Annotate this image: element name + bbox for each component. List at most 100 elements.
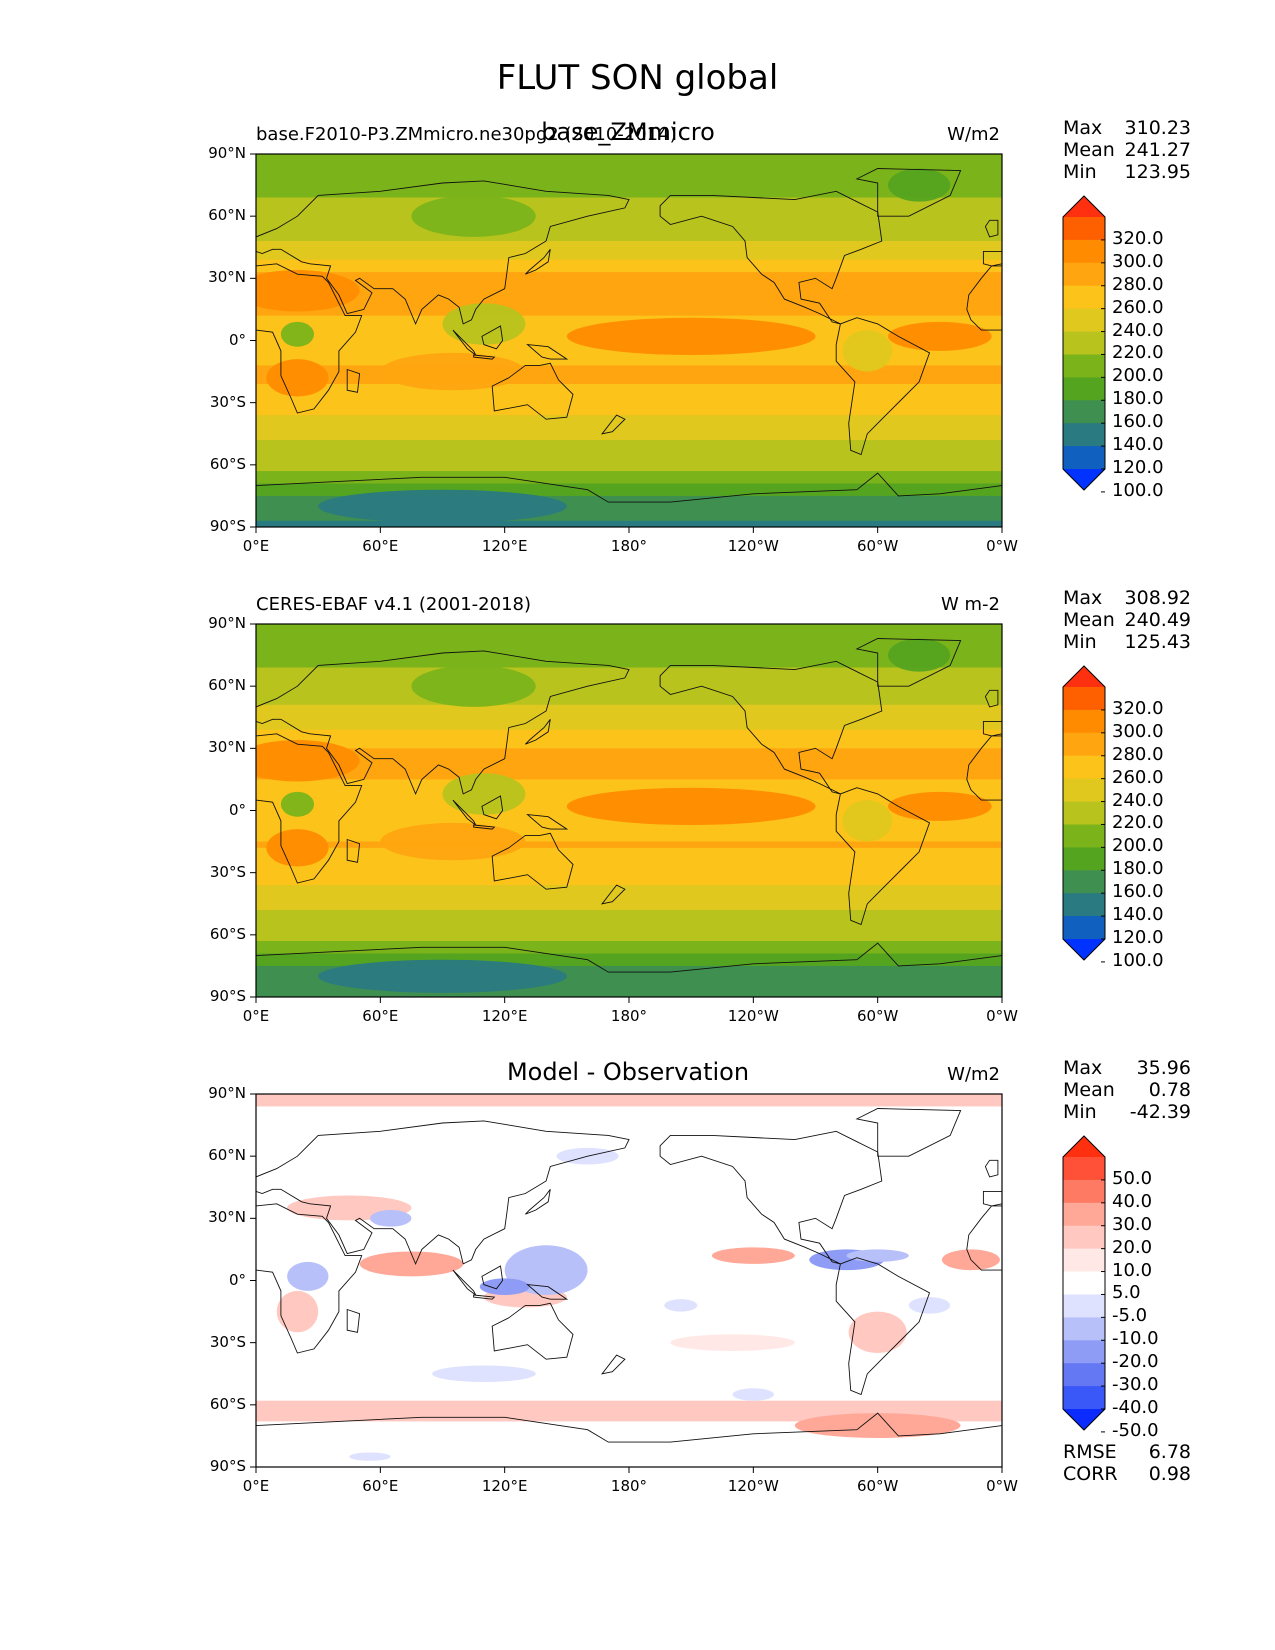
x-tick-label: 60°E — [362, 1007, 399, 1025]
field-feature — [280, 321, 315, 347]
colorbar-extend-min — [1063, 939, 1105, 960]
field-band — [256, 377, 1002, 385]
field-band — [256, 916, 1002, 924]
field-feature — [566, 317, 816, 356]
colorbar-segment — [1063, 1179, 1105, 1204]
field-band — [256, 630, 1002, 638]
field-band — [256, 203, 1002, 211]
field-band — [256, 297, 1002, 304]
coastline — [525, 1189, 551, 1215]
field-band — [256, 680, 1002, 687]
colorbar-tick-label: -20.0 — [1112, 1351, 1159, 1373]
field-band — [256, 891, 1002, 899]
colorbar-tick-label: 300.0 — [1112, 720, 1164, 742]
field-band — [256, 446, 1002, 454]
colorbar-segment — [1063, 893, 1105, 917]
coastline — [526, 1284, 569, 1300]
x-tick-label: 180° — [610, 537, 648, 555]
coastline — [256, 942, 1002, 997]
coastline — [473, 1294, 496, 1300]
field-band — [256, 742, 1002, 750]
colorbar-tick-label: 200.0 — [1112, 365, 1164, 387]
y-tick-label: 0° — [228, 800, 246, 819]
field-feature — [256, 270, 360, 312]
colorbar-tick-label: 50.0 — [1112, 1167, 1153, 1189]
field-band — [256, 464, 1002, 472]
field-band — [256, 835, 1002, 843]
field-band — [256, 415, 1002, 423]
y-tick-label: 0° — [228, 330, 246, 349]
colorbar-tick-label: 260.0 — [1112, 766, 1164, 788]
field-band — [256, 704, 1002, 712]
panel-center-title: Model - Observation — [506, 1058, 750, 1086]
field-band — [256, 253, 1002, 261]
panel-units: W m-2 — [940, 594, 1000, 615]
colorbar-segment — [1063, 824, 1105, 848]
y-tick-label: 30°N — [208, 738, 246, 757]
field-band — [256, 860, 1002, 868]
field-band — [256, 648, 1002, 656]
coastline — [525, 249, 551, 275]
panel-left-title: base.F2010-P3.ZMmicro.ne30pg2 (2010-2014… — [256, 124, 677, 145]
field-band — [256, 359, 1002, 367]
stat-value: 35.96 — [1136, 1057, 1191, 1079]
y-tick-label: 60°S — [209, 924, 246, 943]
colorbar-tick-label: 10.0 — [1112, 1259, 1153, 1281]
difference-feature — [794, 1413, 961, 1438]
x-tick-label: 0°E — [242, 1477, 270, 1495]
colorbar-segment — [1063, 732, 1105, 757]
colorbar-tick-label: 180.0 — [1112, 858, 1164, 880]
x-tick-label: 60°E — [362, 1477, 399, 1495]
colorbar-segment — [1063, 1157, 1105, 1181]
field-feature — [266, 829, 329, 867]
field-band — [256, 303, 1002, 311]
field-band — [256, 841, 1002, 849]
coastline — [659, 660, 883, 795]
field-band — [256, 284, 1002, 292]
colorbar-segment — [1063, 354, 1105, 378]
stat-value: 240.49 — [1124, 609, 1191, 631]
colorbar-segment — [1063, 1386, 1105, 1410]
difference-feature — [732, 1388, 775, 1401]
x-tick-label: 0°W — [986, 1007, 1018, 1025]
field-feature — [380, 352, 526, 391]
colorbar-tick-label: 260.0 — [1112, 296, 1164, 318]
stat-label: Max — [1063, 587, 1103, 609]
coastline — [982, 720, 1002, 737]
y-tick-label: 30°S — [209, 1332, 246, 1351]
field-band — [256, 934, 1002, 942]
colorbar-segment — [1063, 1363, 1105, 1387]
colorbar-tick-label: -5.0 — [1112, 1305, 1148, 1327]
y-tick-label: 0° — [228, 1270, 246, 1289]
y-tick-label: 30°S — [209, 392, 246, 411]
metric-value: 0.98 — [1148, 1463, 1191, 1485]
field-band — [256, 698, 1002, 706]
coastline — [481, 325, 504, 350]
field-band — [256, 822, 1002, 830]
y-tick-label: 30°N — [208, 268, 246, 287]
field-band — [256, 922, 1002, 930]
field-band — [256, 309, 1002, 317]
field-feature — [442, 773, 526, 815]
field-band — [256, 483, 1002, 491]
colorbar-segment — [1063, 847, 1105, 871]
field-band — [256, 910, 1002, 917]
field-band — [256, 222, 1002, 230]
colorbar-tick-label: 320.0 — [1112, 227, 1164, 249]
x-tick-label: 0°E — [242, 1007, 270, 1025]
colorbar-segment — [1063, 916, 1105, 940]
coastline — [984, 1159, 999, 1178]
y-tick-label: 90°N — [208, 1084, 246, 1102]
field-feature — [566, 787, 816, 826]
stat-label: Min — [1063, 631, 1097, 653]
difference-feature — [846, 1249, 909, 1262]
difference-feature — [349, 1452, 391, 1461]
colorbar-extend-max — [1063, 196, 1105, 217]
x-tick-label: 120°E — [481, 1007, 528, 1025]
stats-block: Max 308.92 Mean 240.49 Min 125.43 — [1063, 587, 1191, 653]
stat-label: Min — [1063, 161, 1097, 183]
field-band — [256, 197, 1002, 205]
coastline — [346, 1308, 361, 1333]
difference-feature — [670, 1334, 795, 1351]
field-band — [256, 928, 1002, 936]
